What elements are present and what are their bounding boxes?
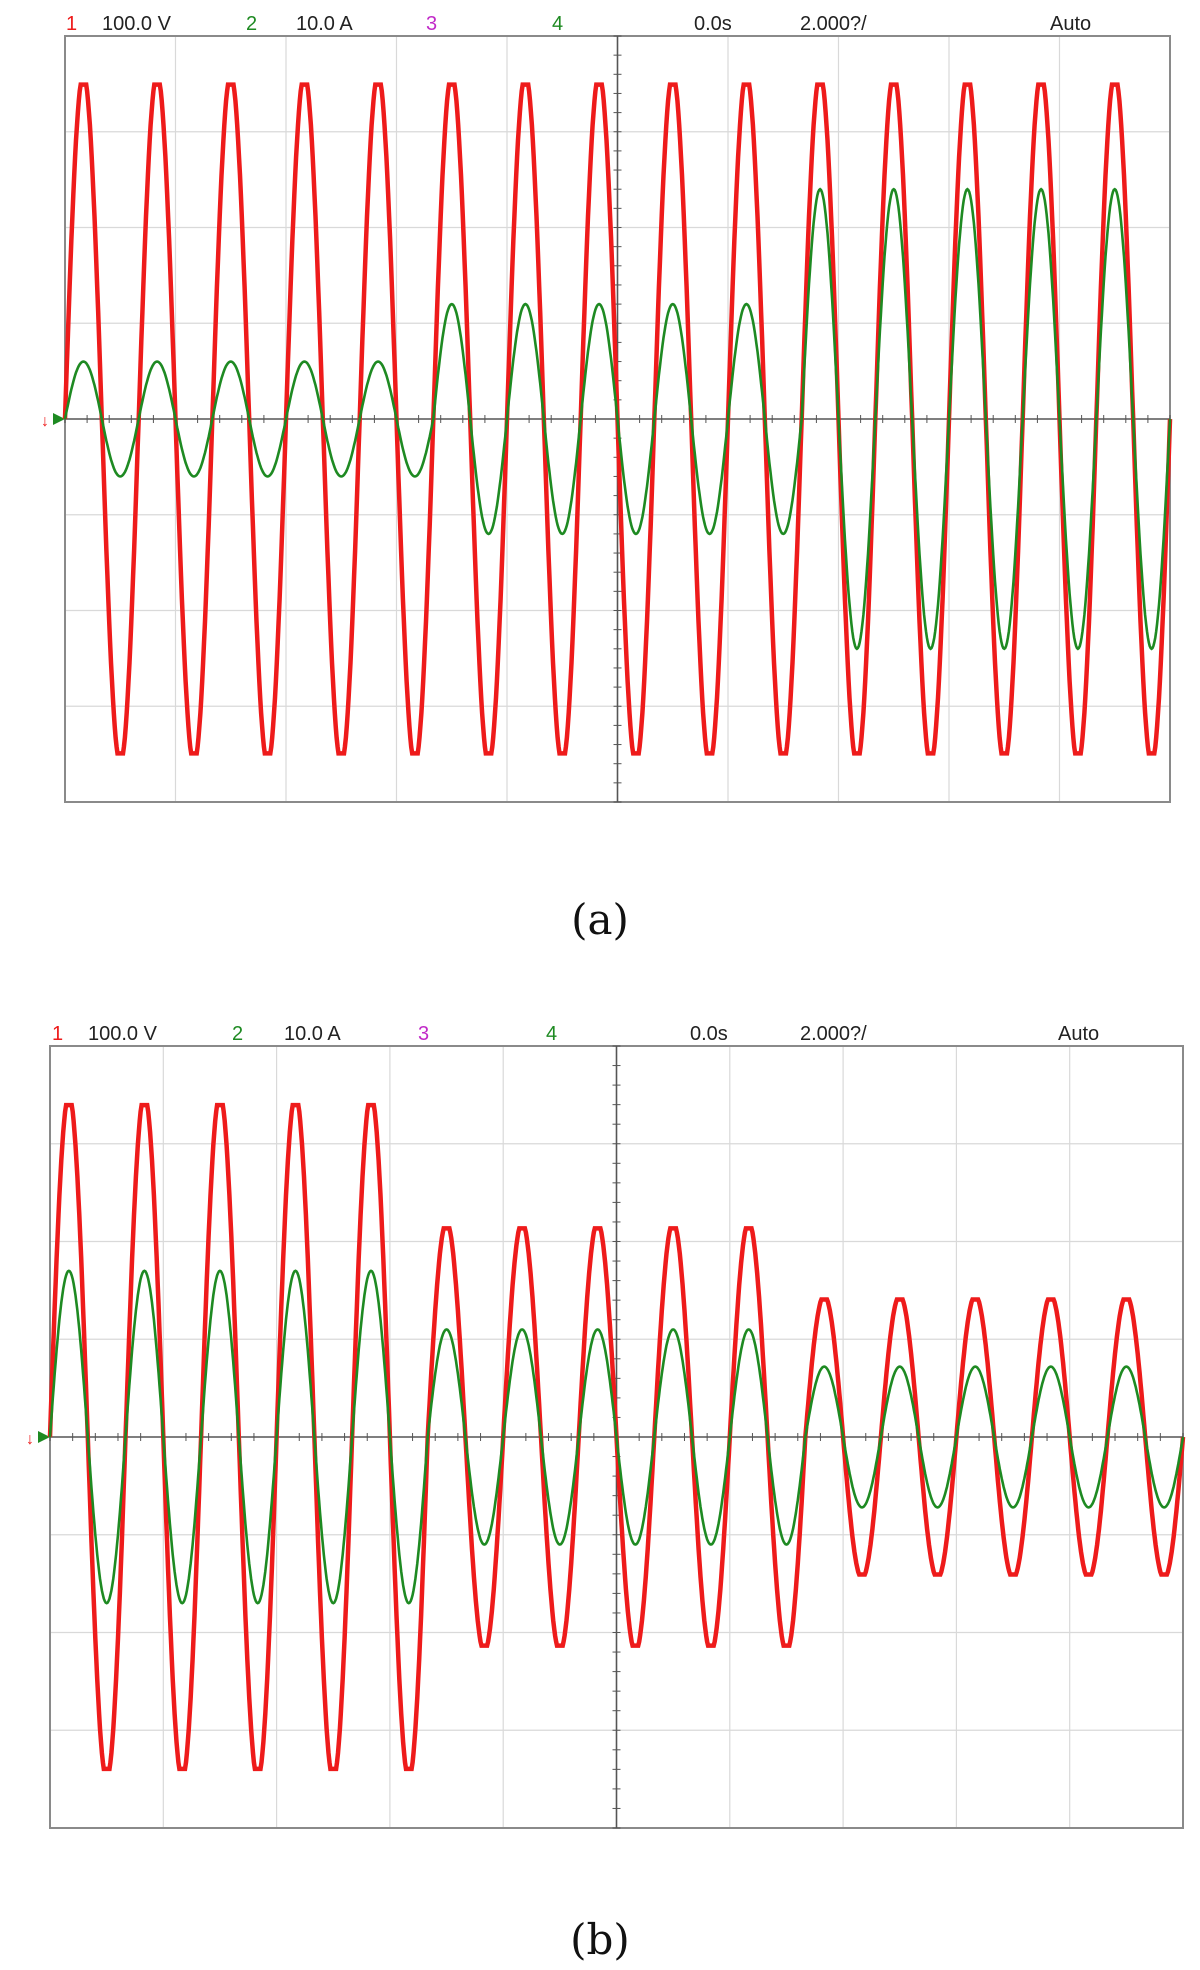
ch1-number: 1 [66,13,77,35]
scope-chart-a: 1 100.0 V 2 10.0 A 3 4 0.0s 2.000?/ Auto… [41,13,1173,944]
delay-readout: 0.0s [690,1023,728,1045]
ch2-number: 2 [232,1023,243,1045]
ch2-number: 2 [246,13,257,35]
ch1-scale: 100.0 V [102,13,172,35]
scope-header-b: 1 100.0 V 2 10.0 A 3 4 0.0s 2.000?/ Auto [52,1023,1099,1045]
scope-header-a: 1 100.0 V 2 10.0 A 3 4 0.0s 2.000?/ Auto [66,13,1091,35]
ground-reference-label: ↓ [41,413,49,430]
current-trace [48,1269,1185,1605]
current-trace [63,187,1172,651]
timebase-readout: 2.000?/ [800,13,867,35]
ch1-number: 1 [52,1023,63,1045]
ch4-number: 4 [552,13,563,35]
ch2-scale: 10.0 A [296,13,353,35]
panel-caption-b: (b) [570,1915,630,1964]
ground-reference-marker [53,413,65,425]
ch2-scale: 10.0 A [284,1023,341,1045]
axis-minor-ticks [49,1045,1184,1829]
panel-caption-a: (a) [571,895,629,944]
trigger-mode: Auto [1058,1023,1099,1045]
ground-reference-label: ↓ [26,1431,34,1448]
plot-area-a: ↓ [41,35,1173,803]
scope-panel-b: 1 100.0 V 2 10.0 A 3 4 0.0s 2.000?/ Auto… [0,1010,1200,1970]
plot-area-b: ↓ [26,1045,1186,1829]
delay-readout: 0.0s [694,13,732,35]
ch3-number: 3 [426,13,437,35]
timebase-readout: 2.000?/ [800,1023,867,1045]
ch4-number: 4 [546,1023,557,1045]
scope-chart-b: 1 100.0 V 2 10.0 A 3 4 0.0s 2.000?/ Auto… [26,1023,1186,1964]
scope-panel-a: 1 100.0 V 2 10.0 A 3 4 0.0s 2.000?/ Auto… [0,0,1200,960]
ch3-number: 3 [418,1023,429,1045]
ground-reference-marker [38,1431,50,1443]
trigger-mode: Auto [1050,13,1091,35]
ch1-scale: 100.0 V [88,1023,158,1045]
